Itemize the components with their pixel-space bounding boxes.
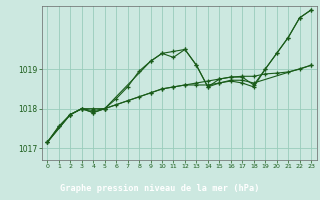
Text: Graphe pression niveau de la mer (hPa): Graphe pression niveau de la mer (hPa) [60, 184, 260, 193]
